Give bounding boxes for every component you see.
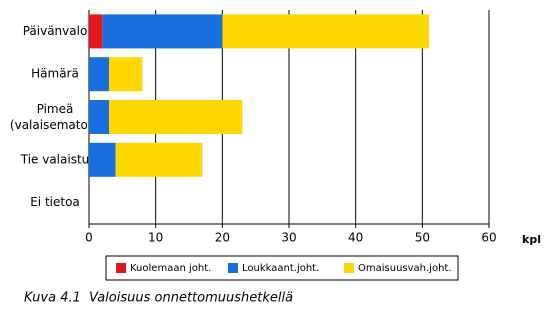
bar xyxy=(89,14,103,49)
legend-swatch xyxy=(116,263,126,273)
bar xyxy=(222,14,429,49)
x-tick-label: 60 xyxy=(481,231,496,245)
y-tick-label: Tie valaistu xyxy=(20,152,90,166)
legend-swatch xyxy=(344,263,354,273)
y-tick-label: Ei tietoa xyxy=(30,195,80,209)
bar xyxy=(102,14,223,49)
x-tick-label: 10 xyxy=(148,231,163,245)
y-tick-label: Hämärä xyxy=(31,67,79,81)
legend-label: Loukkaant.joht. xyxy=(242,263,319,274)
x-tick-label: 40 xyxy=(348,231,363,245)
bar xyxy=(89,100,109,134)
x-tick-label: 20 xyxy=(215,231,230,245)
x-axis-label: kpl xyxy=(522,233,541,246)
x-tick-label: 0 xyxy=(85,231,93,245)
bar xyxy=(115,142,203,177)
legend-box xyxy=(105,255,459,281)
x-tick-label: 50 xyxy=(415,231,430,245)
bar xyxy=(109,57,143,92)
bar xyxy=(109,100,243,134)
y-tick-label: Päivänvalo xyxy=(23,24,88,38)
y-tick-label: Pimeä (valaisematon) xyxy=(10,102,100,132)
legend-swatch xyxy=(228,263,238,273)
legend-label: Omaisuusvah.joht. xyxy=(358,263,452,274)
caption: Kuva 4.1 Valoisuus onnettomuushetkellä xyxy=(24,291,293,306)
bar xyxy=(89,142,116,177)
legend-label: Kuolemaan joht. xyxy=(130,263,211,274)
x-tick-label: 30 xyxy=(281,231,296,245)
bar xyxy=(89,57,109,92)
